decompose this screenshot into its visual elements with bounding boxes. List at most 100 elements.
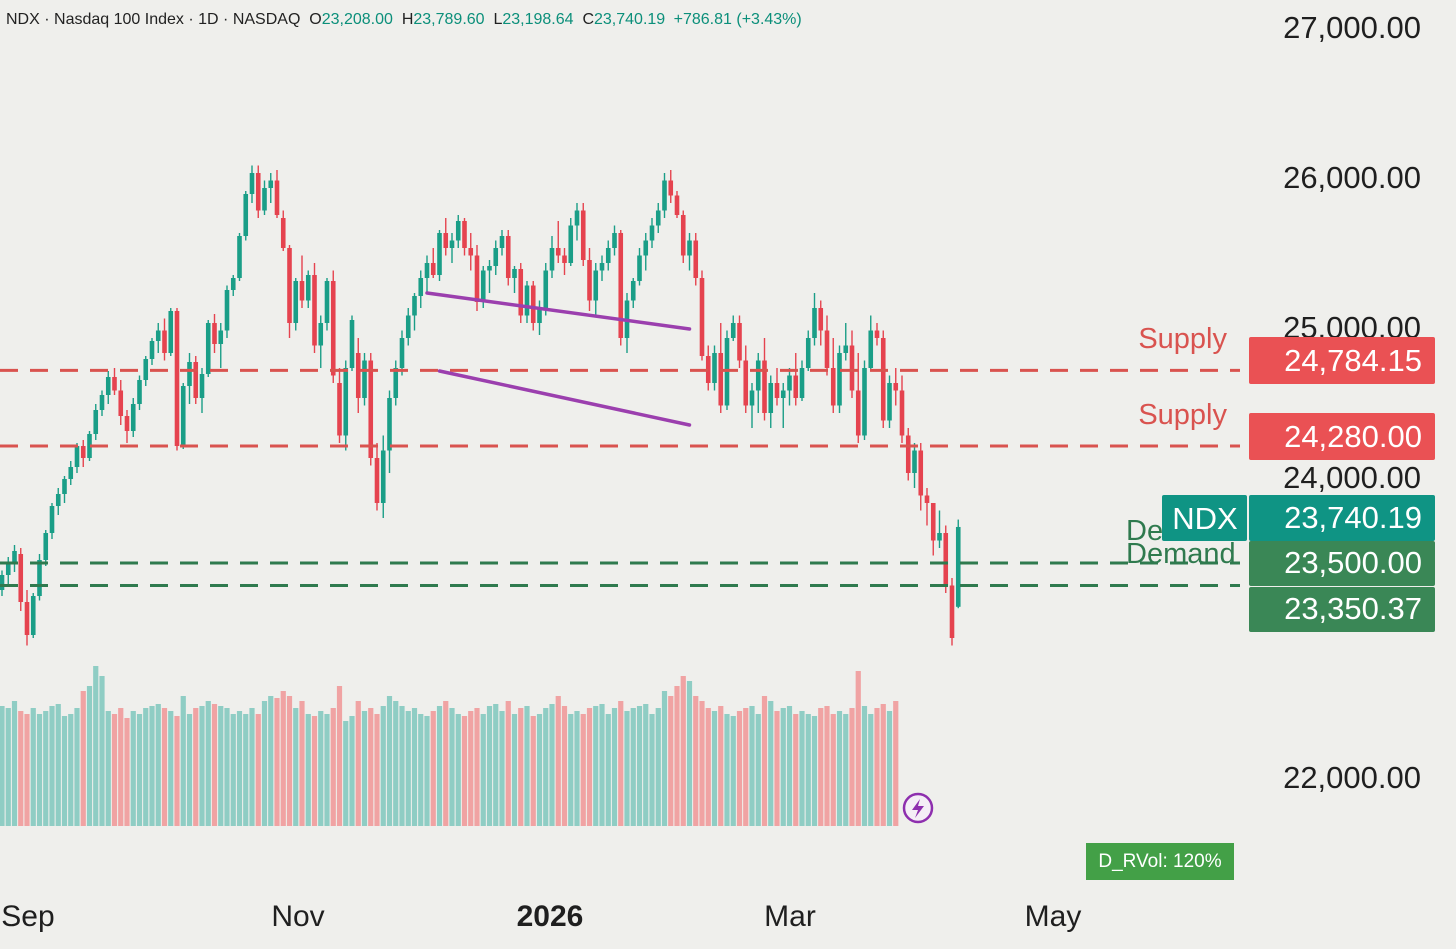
channel-upper-line (425, 291, 692, 331)
level-tag-24784-text: 24,784.15 (1284, 343, 1422, 378)
candle (262, 180, 267, 215)
candle (243, 191, 249, 241)
volume-bar (536, 714, 543, 826)
candle-body (530, 285, 536, 323)
x-axis[interactable]: Sep Nov 2026 Mar May (1, 900, 1081, 933)
candle-body (174, 311, 180, 446)
candle (124, 410, 130, 443)
candle-body (99, 395, 105, 410)
candle (380, 435, 386, 518)
volume-bars (0, 666, 899, 826)
candle-body (449, 240, 455, 248)
candle-body (412, 296, 417, 316)
volume-bar (768, 701, 774, 826)
candle (224, 285, 230, 338)
candle (599, 255, 605, 281)
candle-body (424, 263, 430, 278)
volume-bar (524, 706, 530, 826)
candle-body (249, 173, 255, 194)
candle-body (430, 263, 436, 275)
volume-bar (436, 706, 443, 826)
candle-body (743, 360, 749, 406)
level-tag-24280[interactable]: 24,280.00 (1249, 413, 1435, 460)
volume-bar (724, 714, 730, 826)
volume-bar (361, 711, 368, 826)
volume-bar (261, 701, 268, 826)
demand-label: Demand (1126, 538, 1236, 570)
volume-bar (443, 701, 449, 826)
candles (0, 165, 961, 646)
candle (180, 383, 186, 449)
volume-bar (705, 708, 711, 826)
candle-body (462, 221, 467, 248)
volume-bar (686, 681, 693, 826)
candle-body (305, 275, 311, 301)
candle-body (418, 278, 424, 296)
volume-bar (193, 708, 199, 826)
volume-bar (155, 704, 161, 826)
volume-bar (24, 714, 30, 826)
level-tag-23350[interactable]: 23,350.37 (1249, 587, 1435, 632)
candle-body (937, 533, 942, 541)
candle (274, 170, 280, 218)
candle (74, 443, 80, 473)
candle-body (112, 377, 117, 391)
candle-body (37, 560, 42, 596)
lightning-icon[interactable] (902, 792, 934, 824)
volume-bar (618, 701, 624, 826)
candle-body (330, 281, 336, 376)
candle-body (405, 315, 411, 338)
level-tag-23350-bg (1249, 587, 1435, 632)
candle (587, 248, 592, 311)
candle-body (80, 446, 86, 458)
candle-body (93, 410, 99, 434)
volume-bar (711, 711, 718, 826)
candle-body (230, 278, 236, 290)
candle-body (887, 383, 892, 421)
volume-bar (874, 708, 880, 826)
candle-body (687, 240, 692, 256)
symbol-header[interactable]: NDX · Nasdaq 100 Index · 1D · NASDAQ O23… (6, 11, 802, 29)
candle-body (255, 173, 261, 211)
candle-body (899, 390, 905, 436)
volume-bar (324, 714, 330, 826)
candle-body (955, 526, 961, 607)
volume-bar (111, 714, 118, 826)
candle (293, 278, 299, 331)
level-tag-24784[interactable]: 24,784.15 (1249, 337, 1435, 384)
volume-bar (568, 714, 574, 826)
candle-body (655, 210, 661, 226)
candle (18, 548, 24, 611)
candle (618, 230, 624, 346)
volume-bar (880, 704, 886, 826)
separator: · (44, 11, 50, 28)
candle (93, 404, 99, 440)
volume-bar (511, 714, 518, 826)
candle-body (737, 323, 742, 361)
level-tag-23500[interactable]: 23,500.00 (1249, 541, 1435, 586)
separator: · (188, 11, 194, 28)
volume-bar (405, 711, 411, 826)
demand-label-partial: De (1126, 515, 1163, 547)
candle-body (355, 353, 361, 398)
last-price-tag[interactable]: NDX 23,740.19 (1162, 495, 1435, 541)
volume-bar (730, 716, 736, 826)
candle (205, 320, 211, 377)
candle (549, 236, 555, 278)
candle (649, 218, 655, 248)
y-axis[interactable]: 27,000.00 26,000.00 25,000.00 24,000.00 … (1283, 10, 1421, 795)
candle-body (618, 233, 624, 338)
candle (699, 270, 705, 361)
volume-bar (374, 714, 380, 826)
volume-bar (0, 706, 5, 826)
rvol-indicator[interactable]: D_RVol: 120% (1086, 843, 1234, 880)
volume-bar (843, 714, 849, 826)
volume-bar (174, 716, 180, 826)
candle (287, 245, 292, 338)
candle-body (880, 338, 886, 421)
candle-body (143, 359, 149, 380)
volume-bar (674, 686, 680, 826)
candle (862, 360, 867, 440)
channel-lines[interactable] (425, 291, 692, 427)
